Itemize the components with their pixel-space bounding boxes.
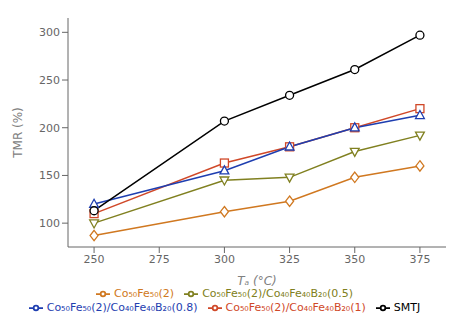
svg-text:250: 250 <box>84 253 105 266</box>
svg-text:TMR (%): TMR (%) <box>11 107 25 159</box>
svg-text:200: 200 <box>39 122 60 135</box>
svg-text:150: 150 <box>39 169 60 182</box>
html-text:Co₅₀Fe₅₀(2)/Co₄₀Fe₄₀B₂₀(0.8): Co₅₀Fe₅₀(2)/Co₄₀Fe₄₀B₂₀(0.8) <box>46 301 198 314</box>
html-text:Co₅₀Fe₅₀(2)/Co₄₀Fe₄₀B₂₀(1): Co₅₀Fe₅₀(2)/Co₄₀Fe₄₀B₂₀(1) <box>225 301 366 314</box>
svg-text:350: 350 <box>344 253 365 266</box>
svg-text:325: 325 <box>279 253 300 266</box>
svg-text:300: 300 <box>39 26 60 39</box>
svg-text:250: 250 <box>39 74 60 87</box>
svg-text:Tₐ (°C): Tₐ (°C) <box>237 274 277 288</box>
svg-text:375: 375 <box>409 253 430 266</box>
html-text:SMTJ: SMTJ <box>393 301 421 314</box>
svg-text:300: 300 <box>214 253 235 266</box>
svg-text:100: 100 <box>39 217 60 230</box>
svg-text:275: 275 <box>149 253 170 266</box>
html-text:Co₅₀Fe₅₀(2)/Co₄₀Fe₄₀B₂₀(0.5): Co₅₀Fe₅₀(2)/Co₄₀Fe₄₀B₂₀(0.5) <box>202 287 353 300</box>
html-text:Co₅₀Fe₅₀(2): Co₅₀Fe₅₀(2) <box>114 287 175 300</box>
